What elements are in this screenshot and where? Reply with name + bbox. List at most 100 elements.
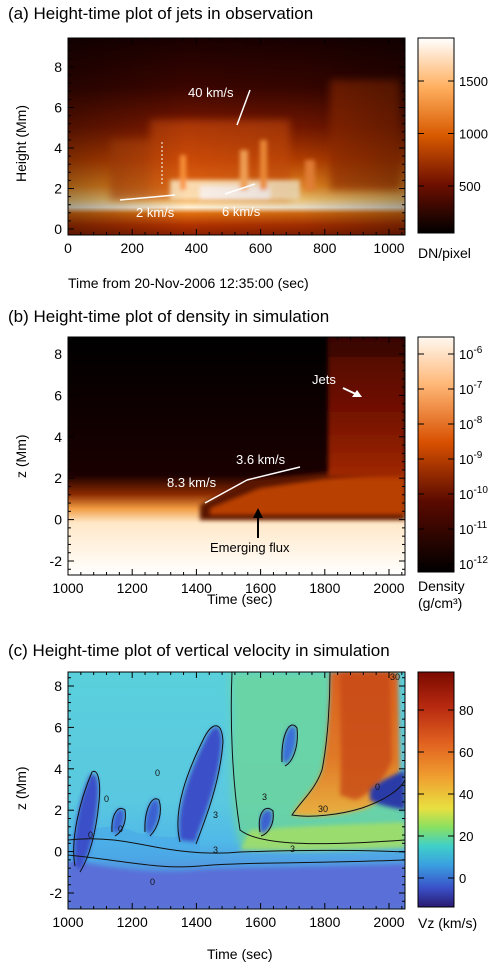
panel-c-colorbar-label: Vz (km/s)	[418, 915, 477, 931]
y-tick-label: 6	[54, 100, 62, 116]
colorbar-tick-label: 10-6	[459, 345, 483, 362]
panel-b-ann-83: 8.3 km/s	[167, 475, 217, 490]
panel-b-image	[68, 337, 405, 575]
x-tick-label: 2000	[373, 580, 404, 596]
y-tick-label: 6	[54, 719, 62, 735]
panel-c-axes: 1000 1200 1400 1600 1800 2000 -2 0 2 4 6 8	[50, 672, 405, 930]
contour-label: 0	[118, 824, 123, 834]
contour-label: 0	[150, 877, 155, 887]
panel-a-xlabel: Time from 20-Nov-2006 12:35:00 (sec)	[68, 275, 309, 291]
colorbar-tick-label: 40	[459, 787, 473, 802]
y-tick-label: -2	[50, 885, 63, 901]
contour-label: 30	[390, 672, 400, 682]
panel-a-colorbar-label: DN/pixel	[418, 245, 471, 261]
contour-label: 30	[318, 804, 328, 814]
x-tick-label: 1600	[245, 580, 276, 596]
x-tick-label: 600	[249, 240, 273, 256]
panel-b-ann-flux: Emerging flux	[210, 540, 290, 555]
colorbar-tick-label: 10-10	[459, 485, 488, 502]
panel-c-colorbar-ticks: 80 60 40 20 0	[418, 703, 473, 886]
y-tick-label: 0	[54, 221, 62, 237]
panel-b-ylabel: z (Mm)	[13, 434, 29, 478]
contour-label: 3	[213, 845, 218, 855]
panel-b-frame	[67, 336, 406, 576]
panel-a-line-40	[236, 89, 251, 126]
y-tick-label: 4	[54, 140, 62, 156]
x-tick-label: 1800	[309, 914, 340, 930]
y-tick-label: 0	[54, 512, 62, 528]
y-tick-label: 2	[54, 470, 62, 486]
panel-a-colorbar	[417, 37, 455, 234]
panel-a-ann-2: 2 km/s	[136, 205, 175, 220]
x-tick-label: 800	[313, 240, 337, 256]
colorbar-tick-label: 80	[459, 703, 473, 718]
x-tick-label: 1000	[52, 914, 83, 930]
y-tick-label: 2	[54, 802, 62, 818]
colorbar-tick-label: 10-9	[459, 450, 483, 467]
panel-c-ylabel: z (Mm)	[13, 766, 29, 810]
panel-a-ann-40: 40 km/s	[188, 85, 234, 100]
y-tick-label: 6	[54, 387, 62, 403]
panel-b-colorbar-label: Density	[418, 578, 465, 594]
panel-a-colorbar-ticks: 1500 1000 500	[418, 74, 488, 194]
panel-a-ylabel: Height (Mm)	[13, 105, 29, 182]
panel-c-contours	[68, 672, 405, 873]
contour-label: 0	[155, 768, 160, 778]
x-tick-label: 1200	[117, 580, 148, 596]
panel-c-contour-labels: 0 0 0 0 3 3 3 3 30 30 0 0	[88, 672, 400, 887]
panel-c-image	[68, 672, 405, 909]
y-tick-label: 8	[54, 346, 62, 362]
x-tick-label: 1000	[373, 240, 404, 256]
y-tick-label: 8	[54, 59, 62, 75]
x-tick-label: 1400	[181, 914, 212, 930]
panel-c-frame	[67, 671, 406, 910]
panel-b-ann-36: 3.6 km/s	[236, 452, 286, 467]
panel-a-title: (a) Height-time plot of jets in observat…	[8, 4, 313, 23]
y-tick-label: 8	[54, 678, 62, 694]
x-tick-label: 1800	[309, 580, 340, 596]
x-tick-label: 1000	[52, 580, 83, 596]
x-tick-label: 0	[64, 240, 72, 256]
panel-b-colorbar-ticks: 10-6 10-7 10-8 10-9 10-10 10-11 10-12	[418, 345, 488, 572]
colorbar-tick-label: 500	[459, 179, 481, 194]
colorbar-tick-label: 60	[459, 745, 473, 760]
panel-b-colorbar-label2: (g/cm³)	[418, 595, 462, 611]
panel-a-ann-6: 6 km/s	[222, 204, 261, 219]
y-tick-label: 4	[54, 761, 62, 777]
panel-b-title: (b) Height-time plot of density in simul…	[8, 307, 329, 326]
panel-b-line-83	[204, 479, 248, 504]
x-tick-label: 1400	[181, 580, 212, 596]
contour-label: 0	[88, 830, 93, 840]
colorbar-tick-label: 1500	[459, 74, 488, 89]
panel-b-xlabel: Time (sec)	[207, 591, 273, 607]
panel-a-image	[68, 38, 405, 235]
colorbar-tick-label: 20	[459, 829, 473, 844]
x-tick-label: 1600	[245, 914, 276, 930]
panel-a-line-6	[224, 183, 256, 195]
colorbar-tick-label: 10-12	[459, 555, 488, 572]
x-tick-label: 400	[185, 240, 209, 256]
panel-a-axes: 0 200 400 600 800 1000 0 2 4 6 8	[54, 38, 405, 256]
contour-label: 0	[375, 782, 380, 792]
contour-label: 3	[213, 810, 218, 820]
panel-b-line-36	[246, 466, 301, 481]
y-tick-label: 2	[54, 181, 62, 197]
colorbar-tick-label: 10-7	[459, 380, 483, 397]
y-tick-label: 0	[54, 844, 62, 860]
contour-label: 3	[262, 792, 267, 802]
panel-b-axes: 1000 1200 1400 1600 1800 2000 -2 0 2 4 6 8	[50, 336, 405, 596]
panel-c-xlabel: Time (sec)	[207, 946, 273, 962]
panel-c-colorbar	[417, 671, 455, 908]
x-tick-label: 200	[121, 240, 145, 256]
colorbar-tick-label: 10-11	[459, 520, 488, 537]
x-tick-label: 1200	[117, 914, 148, 930]
panel-a-frame	[67, 37, 406, 236]
panel-c-title: (c) Height-time plot of vertical velocit…	[8, 641, 390, 660]
panel-b-colorbar	[417, 336, 455, 573]
x-tick-label: 2000	[373, 914, 404, 930]
colorbar-tick-label: 1000	[459, 127, 488, 142]
contour-label: 3	[290, 844, 295, 854]
y-tick-label: -2	[50, 553, 63, 569]
y-tick-label: 4	[54, 429, 62, 445]
